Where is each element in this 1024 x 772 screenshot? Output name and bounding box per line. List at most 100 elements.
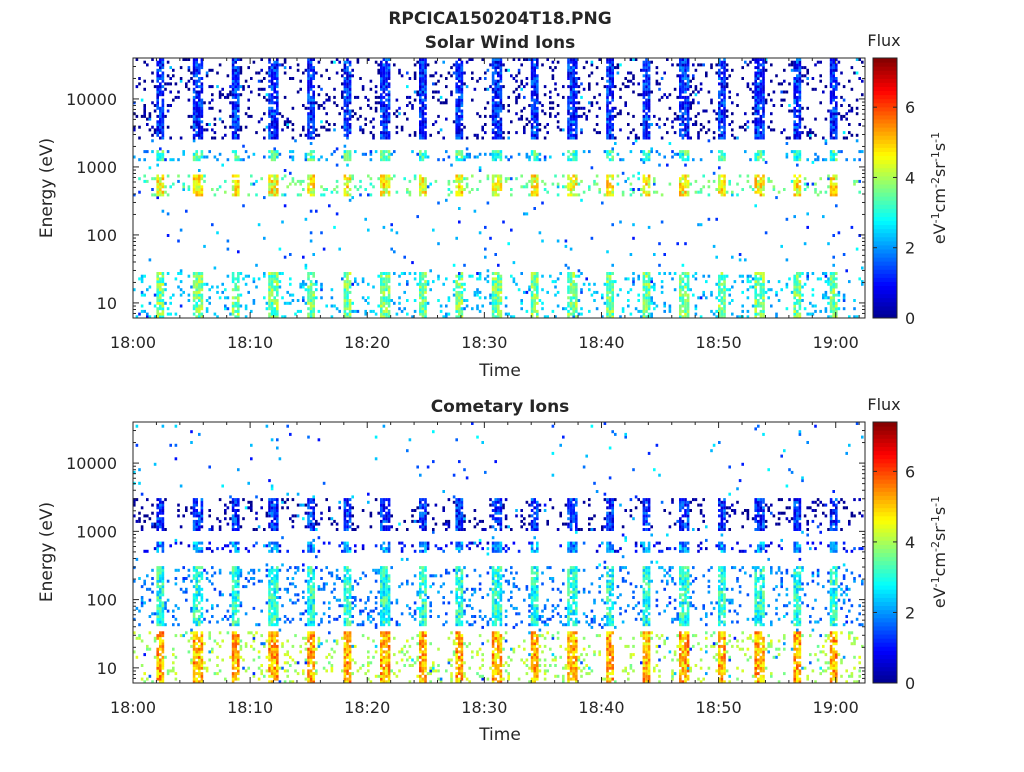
heatmap-cell xyxy=(538,128,542,132)
heatmap-cell xyxy=(640,188,643,191)
heatmap-cell xyxy=(567,158,570,162)
heatmap-cell xyxy=(642,131,646,135)
heatmap-cell xyxy=(237,193,240,197)
heatmap-cell xyxy=(746,85,750,89)
heatmap-cell xyxy=(439,304,443,308)
heatmap-cell xyxy=(421,66,425,70)
heatmap-cell xyxy=(393,112,396,116)
heatmap-cell xyxy=(647,307,651,311)
heatmap-cell xyxy=(608,123,612,126)
heatmap-cell xyxy=(720,290,724,294)
heatmap-cell xyxy=(491,296,495,300)
heatmap-cell xyxy=(419,133,422,137)
heatmap-cell xyxy=(307,85,310,89)
heatmap-cell xyxy=(156,152,159,156)
heatmap-cell xyxy=(205,309,209,313)
heatmap-cell xyxy=(611,177,614,181)
heatmap-cell xyxy=(307,152,310,156)
heatmap-cell xyxy=(270,85,274,89)
heatmap-cell xyxy=(762,58,765,61)
heatmap-cell xyxy=(497,93,500,97)
heatmap-cell xyxy=(159,112,162,116)
heatmap-cell xyxy=(530,136,534,140)
heatmap-cell xyxy=(164,87,167,91)
heatmap-cell xyxy=(798,85,802,89)
heatmap-cell xyxy=(728,90,731,94)
heatmap-cell xyxy=(624,277,627,281)
heatmap-cell xyxy=(198,282,201,286)
heatmap-cell xyxy=(497,299,500,302)
heatmap-cell xyxy=(213,266,217,270)
heatmap-cell xyxy=(718,155,721,159)
heatmap-cell xyxy=(494,133,497,137)
heatmap-cell xyxy=(793,307,796,311)
heatmap-cell xyxy=(161,79,165,83)
heatmap-cell xyxy=(351,68,354,72)
heatmap-cell xyxy=(608,272,612,275)
heatmap-cell xyxy=(536,131,539,135)
heatmap-cell xyxy=(611,95,614,99)
heatmap-cell xyxy=(385,114,388,118)
heatmap-cell xyxy=(452,71,456,75)
heatmap-cell xyxy=(385,98,388,102)
heatmap-cell xyxy=(234,150,237,154)
heatmap-cell xyxy=(278,152,282,156)
heatmap-cell xyxy=(343,125,347,129)
heatmap-cell xyxy=(330,304,334,308)
heatmap-cell xyxy=(491,58,495,61)
heatmap-cell xyxy=(380,282,383,286)
heatmap-cell xyxy=(686,123,690,126)
heatmap-cell xyxy=(273,128,276,132)
heatmap-cell xyxy=(307,133,310,137)
heatmap-cell xyxy=(385,104,388,107)
heatmap-cell xyxy=(679,85,682,89)
heatmap-cell xyxy=(312,190,315,194)
heatmap-cell xyxy=(289,182,292,186)
heatmap-cell xyxy=(554,293,557,297)
heatmap-cell xyxy=(572,304,575,308)
heatmap-cell xyxy=(231,79,235,83)
heatmap-cell xyxy=(455,136,458,140)
heatmap-cell xyxy=(380,299,383,302)
heatmap-cell xyxy=(608,182,612,186)
heatmap-cell xyxy=(728,179,731,183)
heatmap-cell xyxy=(720,188,724,191)
heatmap-cell xyxy=(702,185,705,189)
heatmap-cell xyxy=(343,174,347,178)
heatmap-cell xyxy=(718,123,721,126)
heatmap-cell xyxy=(343,112,347,116)
heatmap-cell xyxy=(159,288,162,292)
heatmap-cell xyxy=(588,288,591,292)
heatmap-cell xyxy=(829,98,833,102)
heatmap-cell xyxy=(195,193,198,197)
heatmap-cell xyxy=(497,120,500,124)
heatmap-cell xyxy=(572,312,575,316)
heatmap-cell xyxy=(640,158,643,162)
heatmap-cell xyxy=(419,179,422,183)
heatmap-cell xyxy=(239,158,243,162)
heatmap-cell xyxy=(689,104,692,107)
heatmap-cell xyxy=(832,288,835,292)
heatmap-cell xyxy=(653,182,656,186)
heatmap-cell xyxy=(276,90,279,94)
heatmap-cell xyxy=(447,179,451,183)
heatmap-cell xyxy=(759,188,763,191)
heatmap-cell xyxy=(458,136,461,140)
heatmap-cell xyxy=(341,82,344,86)
heatmap-cell xyxy=(515,87,518,91)
heatmap-cell xyxy=(764,231,768,235)
heatmap-cell xyxy=(499,71,503,75)
heatmap-cell xyxy=(478,274,482,278)
heatmap-cell xyxy=(166,312,170,316)
heatmap-cell xyxy=(502,131,505,135)
heatmap-cell xyxy=(796,280,799,284)
heatmap-cell xyxy=(637,177,640,181)
heatmap-cell xyxy=(684,163,687,167)
heatmap-cell xyxy=(419,158,422,162)
heatmap-cell xyxy=(611,74,614,78)
heatmap-cell xyxy=(798,63,802,67)
heatmap-cell xyxy=(198,136,201,140)
heatmap-cell xyxy=(200,193,204,197)
heatmap-cell xyxy=(562,185,565,189)
heatmap-cell xyxy=(606,304,609,308)
